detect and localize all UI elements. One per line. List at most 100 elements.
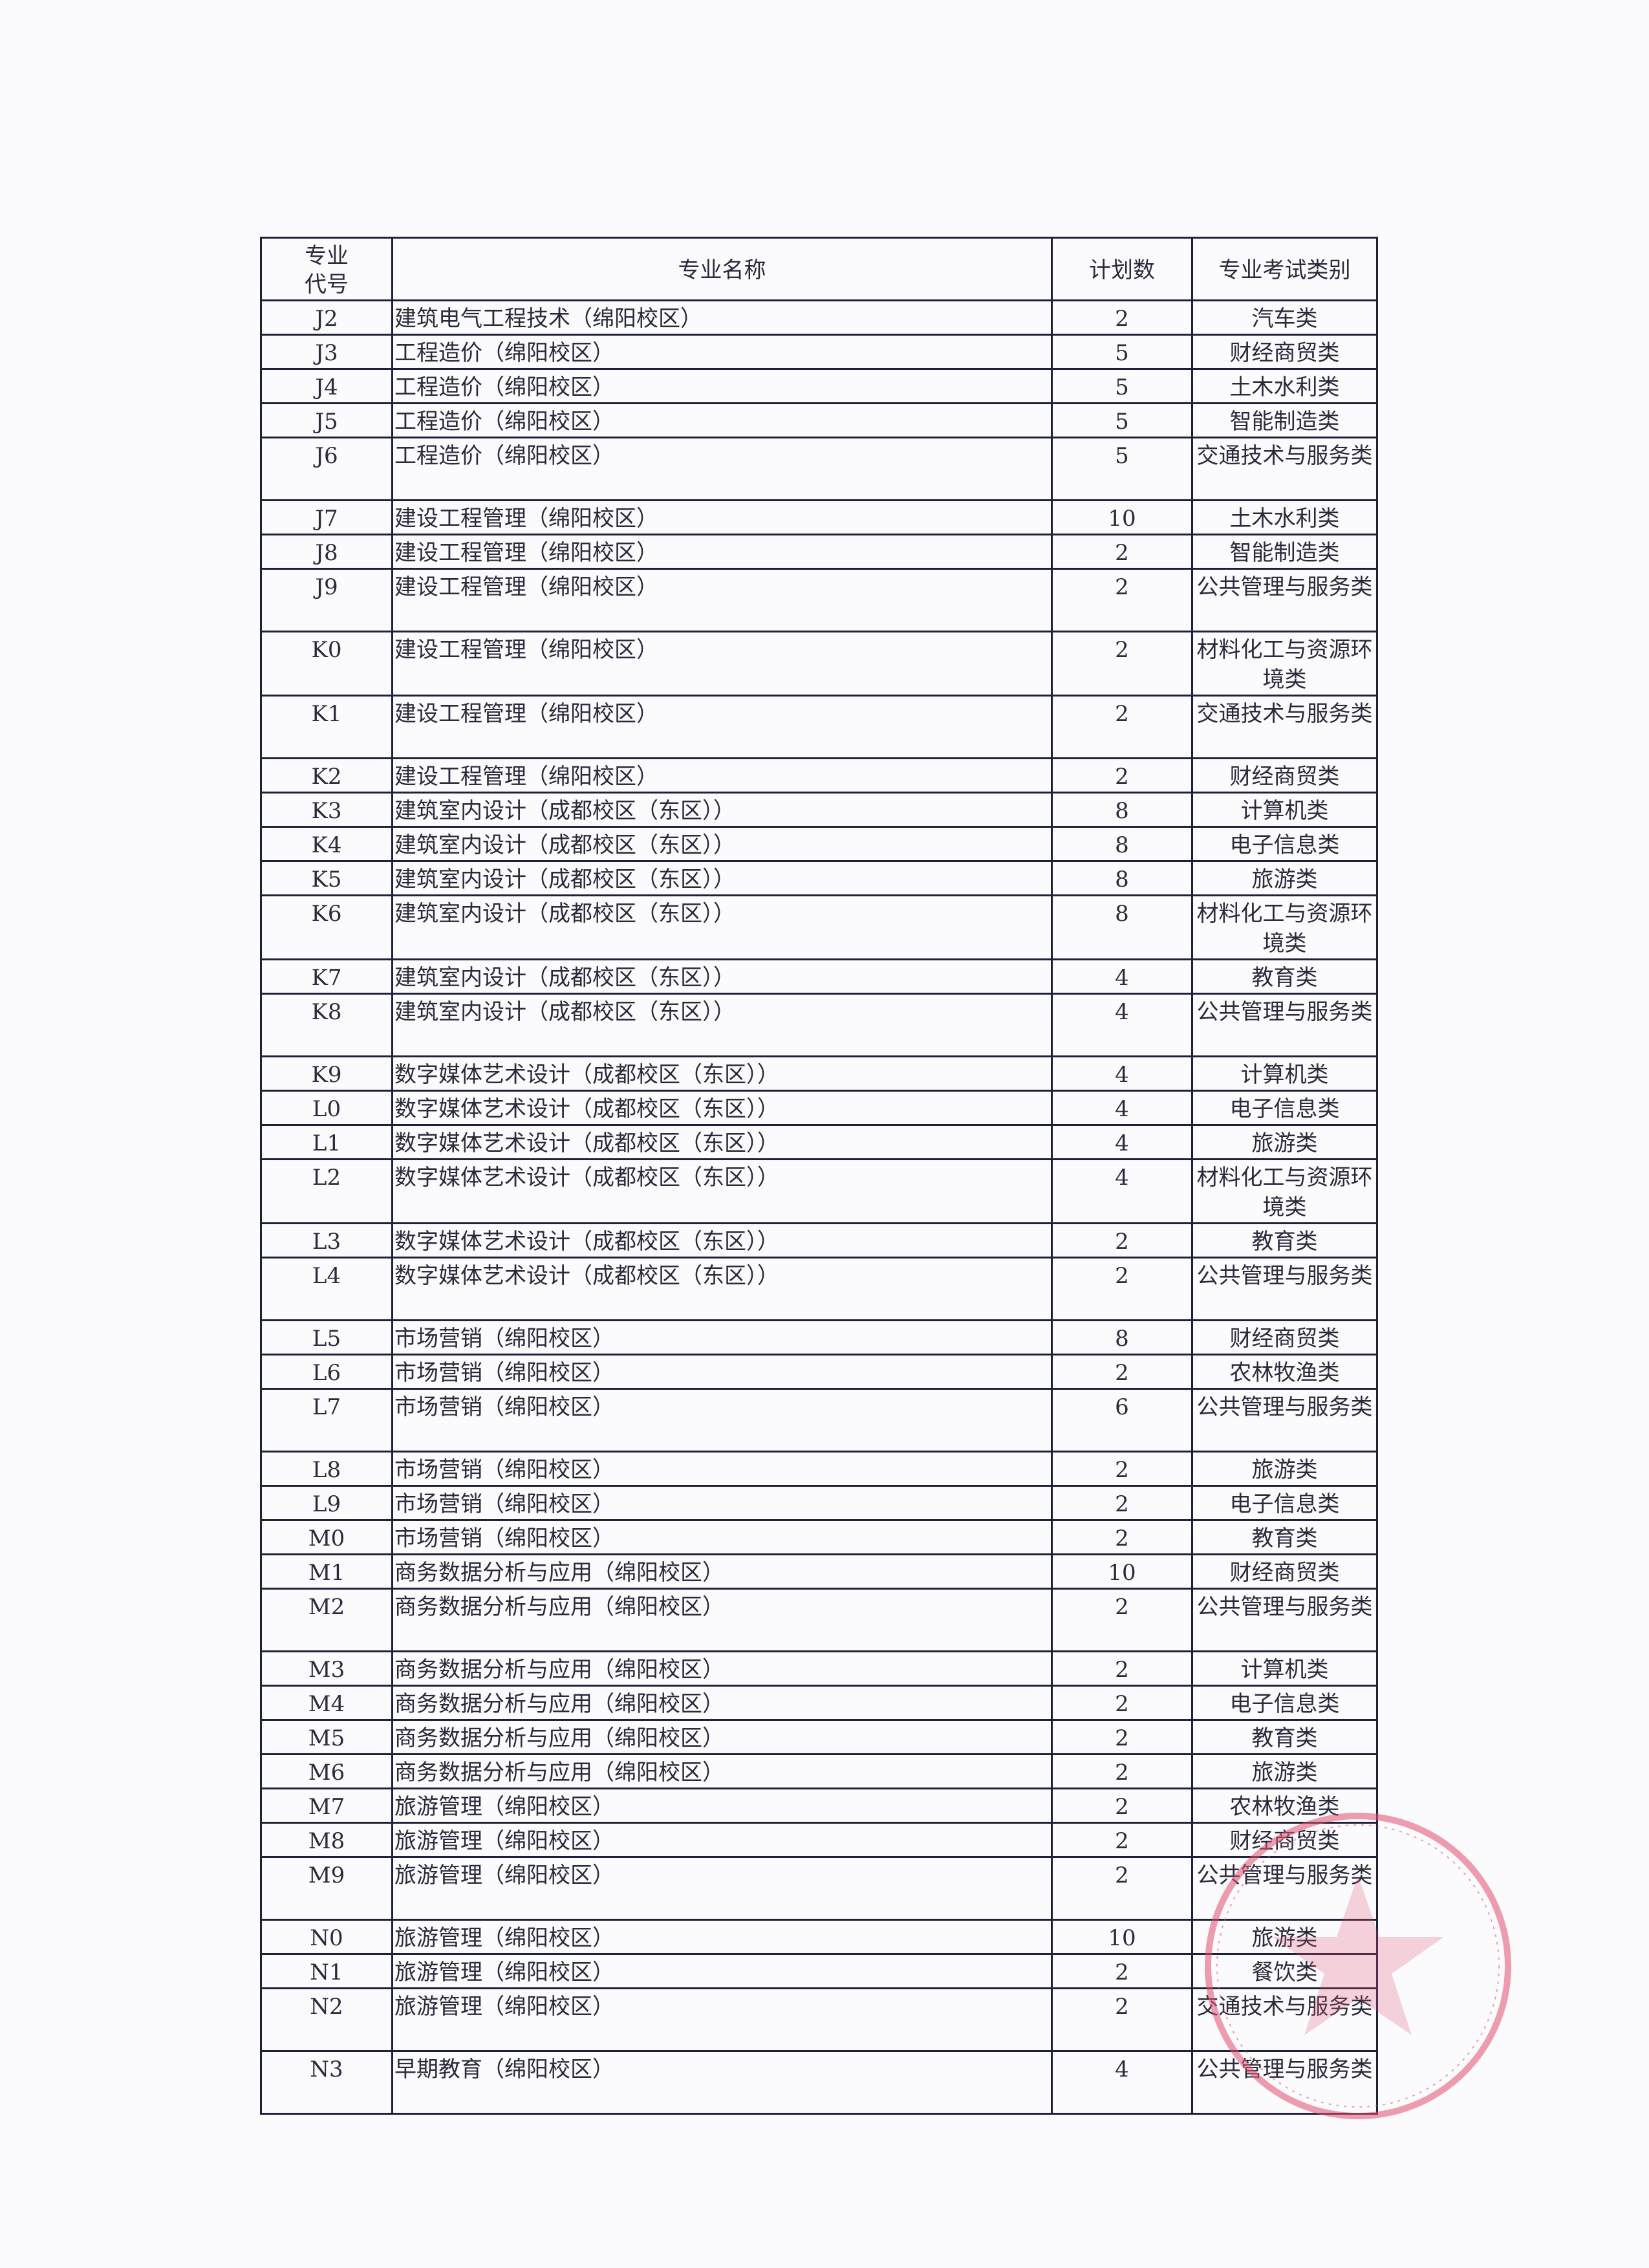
- plan-count-cell: 5: [1051, 334, 1193, 370]
- table-row: K6 建筑室内设计（成都校区（东区）） 8 材料化工与资源环境类: [260, 894, 1378, 960]
- major-code-cell: M2: [260, 1588, 393, 1652]
- plan-count-cell: 4: [1051, 1090, 1193, 1126]
- plan-count-cell: 4: [1051, 1124, 1193, 1160]
- exam-category-cell: 交通技术与服务类: [1191, 695, 1378, 759]
- exam-category-cell: 计算机类: [1191, 792, 1378, 828]
- major-code-cell: M3: [260, 1650, 393, 1687]
- table-row: L0 数字媒体艺术设计（成都校区（东区）） 4 电子信息类: [260, 1090, 1378, 1126]
- major-code-cell: M7: [260, 1787, 393, 1824]
- major-name-cell: 商务数据分析与应用（绵阳校区）: [391, 1753, 1053, 1789]
- table-row: M6 商务数据分析与应用（绵阳校区） 2 旅游类: [260, 1753, 1378, 1789]
- table-row: L5 市场营销（绵阳校区） 8 财经商贸类: [260, 1319, 1378, 1355]
- major-code-cell: K6: [260, 894, 393, 960]
- plan-count-cell: 2: [1051, 1222, 1193, 1258]
- major-name-cell: 商务数据分析与应用（绵阳校区）: [391, 1719, 1053, 1755]
- major-name-cell: 建筑电气工程技术（绵阳校区）: [391, 299, 1053, 336]
- major-name-cell: 数字媒体艺术设计（成都校区（东区））: [391, 1222, 1053, 1258]
- plan-count-cell: 10: [1051, 1553, 1193, 1590]
- exam-category-cell: 旅游类: [1191, 1753, 1378, 1789]
- exam-category-cell: 电子信息类: [1191, 1685, 1378, 1721]
- major-code-cell: N0: [260, 1919, 393, 1955]
- major-code-cell: L2: [260, 1158, 393, 1224]
- table-row: K0 建设工程管理（绵阳校区） 2 材料化工与资源环境类: [260, 631, 1378, 697]
- major-name-cell: 旅游管理（绵阳校区）: [391, 1919, 1053, 1955]
- major-code-cell: L8: [260, 1451, 393, 1487]
- plan-count-cell: 4: [1051, 958, 1193, 995]
- plan-count-cell: 8: [1051, 792, 1193, 828]
- exam-category-cell: 教育类: [1191, 1222, 1378, 1258]
- major-code-cell: M0: [260, 1519, 393, 1555]
- major-name-cell: 建筑室内设计（成都校区（东区））: [391, 894, 1053, 960]
- major-name-cell: 商务数据分析与应用（绵阳校区）: [391, 1685, 1053, 1721]
- exam-category-cell: 财经商贸类: [1191, 1822, 1378, 1858]
- plan-count-cell: 4: [1051, 1055, 1193, 1092]
- exam-category-cell: 交通技术与服务类: [1191, 437, 1378, 501]
- major-name-cell: 建筑室内设计（成都校区（东区））: [391, 792, 1053, 828]
- table-row: L4 数字媒体艺术设计（成都校区（东区）） 2 公共管理与服务类: [260, 1257, 1378, 1321]
- plan-count-cell: 2: [1051, 1719, 1193, 1755]
- major-code-cell: L1: [260, 1124, 393, 1160]
- table-row: J4 工程造价（绵阳校区） 5 土木水利类: [260, 368, 1378, 404]
- header-count: 计划数: [1051, 237, 1193, 301]
- major-name-cell: 市场营销（绵阳校区）: [391, 1519, 1053, 1555]
- major-code-cell: L6: [260, 1354, 393, 1390]
- table-row: L9 市场营销（绵阳校区） 2 电子信息类: [260, 1485, 1378, 1521]
- major-code-cell: L3: [260, 1222, 393, 1258]
- table-row: M3 商务数据分析与应用（绵阳校区） 2 计算机类: [260, 1650, 1378, 1687]
- major-code-cell: K3: [260, 792, 393, 828]
- header-category: 专业考试类别: [1191, 237, 1378, 301]
- table-row: M8 旅游管理（绵阳校区） 2 财经商贸类: [260, 1822, 1378, 1858]
- exam-category-cell: 土木水利类: [1191, 499, 1378, 535]
- major-name-cell: 市场营销（绵阳校区）: [391, 1319, 1053, 1355]
- major-code-cell: L9: [260, 1485, 393, 1521]
- header-code: 专业 代号: [260, 237, 393, 301]
- official-seal-stamp: [1205, 1813, 1511, 2119]
- exam-category-cell: 财经商贸类: [1191, 1319, 1378, 1355]
- exam-category-cell: 土木水利类: [1191, 368, 1378, 404]
- major-code-cell: K1: [260, 695, 393, 759]
- table-row: L2 数字媒体艺术设计（成都校区（东区）） 4 材料化工与资源环境类: [260, 1158, 1378, 1224]
- major-code-cell: M6: [260, 1753, 393, 1789]
- major-code-cell: J4: [260, 368, 393, 404]
- major-name-cell: 数字媒体艺术设计（成都校区（东区））: [391, 1257, 1053, 1321]
- major-name-cell: 工程造价（绵阳校区）: [391, 368, 1053, 404]
- plan-count-cell: 10: [1051, 499, 1193, 535]
- plan-count-cell: 2: [1051, 1822, 1193, 1858]
- plan-count-cell: 5: [1051, 437, 1193, 501]
- plan-count-cell: 8: [1051, 860, 1193, 896]
- plan-count-cell: 2: [1051, 695, 1193, 759]
- table-row: J3 工程造价（绵阳校区） 5 财经商贸类: [260, 334, 1378, 370]
- header-name: 专业名称: [391, 237, 1053, 301]
- major-name-cell: 工程造价（绵阳校区）: [391, 334, 1053, 370]
- exam-category-cell: 材料化工与资源环境类: [1191, 631, 1378, 697]
- exam-category-cell: 农林牧渔类: [1191, 1354, 1378, 1390]
- exam-category-cell: 电子信息类: [1191, 1485, 1378, 1521]
- major-code-cell: J5: [260, 402, 393, 438]
- plan-count-cell: 8: [1051, 826, 1193, 862]
- exam-category-cell: 智能制造类: [1191, 534, 1378, 570]
- major-code-cell: K9: [260, 1055, 393, 1092]
- enrollment-plan-table: 专业 代号 专业名称 计划数 专业考试类别 J2 建筑电气工程技术（绵阳校区） 2 汽…: [260, 237, 1378, 2115]
- major-code-cell: N3: [260, 2050, 393, 2115]
- plan-count-cell: 4: [1051, 993, 1193, 1057]
- exam-category-cell: 公共管理与服务类: [1191, 2050, 1378, 2115]
- plan-count-cell: 2: [1051, 1856, 1193, 1921]
- exam-category-cell: 公共管理与服务类: [1191, 993, 1378, 1057]
- major-name-cell: 市场营销（绵阳校区）: [391, 1388, 1053, 1453]
- major-name-cell: 建设工程管理（绵阳校区）: [391, 631, 1053, 697]
- exam-category-cell: 财经商贸类: [1191, 757, 1378, 794]
- exam-category-cell: 公共管理与服务类: [1191, 1257, 1378, 1321]
- table-row: K7 建筑室内设计（成都校区（东区）） 4 教育类: [260, 958, 1378, 995]
- table-row: J9 建设工程管理（绵阳校区） 2 公共管理与服务类: [260, 568, 1378, 632]
- table-row: K9 数字媒体艺术设计（成都校区（东区）） 4 计算机类: [260, 1055, 1378, 1092]
- major-name-cell: 市场营销（绵阳校区）: [391, 1485, 1053, 1521]
- table-row: M1 商务数据分析与应用（绵阳校区） 10 财经商贸类: [260, 1553, 1378, 1590]
- plan-count-cell: 8: [1051, 894, 1193, 960]
- plan-count-cell: 6: [1051, 1388, 1193, 1453]
- table-row: M7 旅游管理（绵阳校区） 2 农林牧渔类: [260, 1787, 1378, 1824]
- table-row: L3 数字媒体艺术设计（成都校区（东区）） 2 教育类: [260, 1222, 1378, 1258]
- major-code-cell: K0: [260, 631, 393, 697]
- major-code-cell: N2: [260, 1987, 393, 2052]
- exam-category-cell: 公共管理与服务类: [1191, 1388, 1378, 1453]
- plan-count-cell: 2: [1051, 568, 1193, 632]
